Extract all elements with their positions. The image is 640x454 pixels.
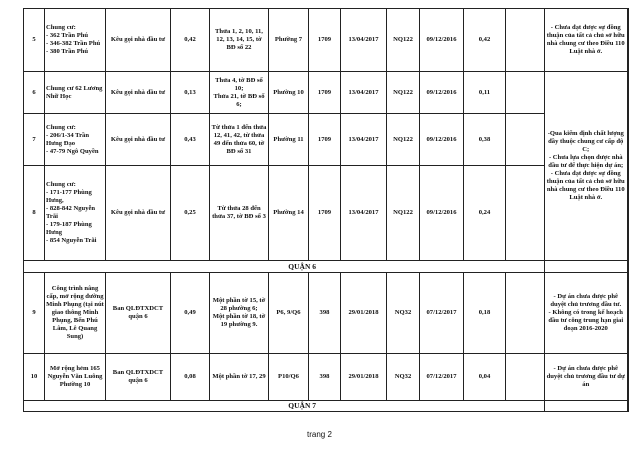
project-table: 5 Chung cư: - 362 Trần Phú - 346-382 Trầ… <box>23 8 629 412</box>
note: - Dự án chưa được phê duyệt chủ trương đ… <box>544 272 629 354</box>
resolution-date: 13/04/2017 <box>340 8 387 72</box>
project-name: Công trình nâng cấp, mở rộng đường Minh … <box>44 272 106 354</box>
note: - Dự án chưa được phê duyệt chủ trương đ… <box>544 353 629 401</box>
ward: Phường 10 <box>268 71 309 114</box>
parcel: Thửa 1, 2, 10, 11, 12, 13, 14, 15, tờ BĐ… <box>209 8 269 72</box>
nq: NQ122 <box>386 71 420 114</box>
parcel: Một phần tờ 15, tờ 28 phường 6; Một phần… <box>209 272 269 354</box>
nq: NQ32 <box>386 272 420 354</box>
stt: 10 <box>23 353 45 401</box>
area: 0,08 <box>170 353 210 401</box>
project-name: Chung cư: - 171-177 Phùng Hưng, - 828-84… <box>44 165 106 261</box>
extra <box>505 8 545 72</box>
extra <box>505 353 545 401</box>
area: 0,25 <box>170 165 210 261</box>
page-number: trang 2 <box>307 430 332 439</box>
project-name: Mở rộng hẻm 165 Nguyễn Văn Luông Phường … <box>44 353 106 401</box>
table-row: 10 Mở rộng hẻm 165 Nguyễn Văn Luông Phườ… <box>23 353 629 401</box>
resolution-number: 398 <box>308 353 341 401</box>
area: 0,13 <box>170 71 210 114</box>
resolution-number: 1709 <box>308 113 341 166</box>
resolution-number: 1709 <box>308 165 341 261</box>
ward: P10/Q6 <box>268 353 309 401</box>
section-row: QUẬN 6 <box>23 260 629 273</box>
stt: 8 <box>23 165 45 261</box>
owner: Kêu gọi nhà đầu tư <box>105 71 171 114</box>
ward: P6, 9/Q6 <box>268 272 309 354</box>
parcel: Từ thửa 1 đến thửa 12, 41, 42, từ thửa 4… <box>209 113 269 166</box>
table-row: 7 Chung cư: - 206/1-34 Trần Hưng Đạo - 4… <box>23 113 628 166</box>
resolution-number: 1709 <box>308 71 341 114</box>
table-row: 8 Chung cư: - 171-177 Phùng Hưng, - 828-… <box>23 165 628 261</box>
nq-date: 09/12/2016 <box>419 165 464 261</box>
resolution-date: 29/01/2018 <box>340 353 387 401</box>
owner: Ban QLĐTXDCT quận 6 <box>105 272 171 354</box>
owner: Kêu gọi nhà đầu tư <box>105 8 171 72</box>
nq: NQ122 <box>386 165 420 261</box>
note: - Chưa đạt được sự đồng thuận của tất cả… <box>544 8 629 72</box>
parcel: Một phần tờ 17, 29 <box>209 353 269 401</box>
table-row: 5 Chung cư: - 362 Trần Phú - 346-382 Trầ… <box>23 8 629 72</box>
parcel: Thửa 4, tờ BĐ số 10; Thửa 21, tờ BĐ số 6… <box>209 71 269 114</box>
nq: NQ32 <box>386 353 420 401</box>
extra <box>505 165 545 261</box>
nq-date: 07/12/2017 <box>419 272 464 354</box>
nq: NQ122 <box>386 113 420 166</box>
table-row: 9 Công trình nâng cấp, mở rộng đường Min… <box>23 272 629 354</box>
ward: Phường 7 <box>268 8 309 72</box>
section-label: QUẬN 7 <box>288 401 316 410</box>
owner: Kêu gọi nhà đầu tư <box>105 165 171 261</box>
resolution-date: 29/01/2018 <box>340 272 387 354</box>
area-2: 0,38 <box>463 113 506 166</box>
resolution-date: 13/04/2017 <box>340 71 387 114</box>
area: 0,43 <box>170 113 210 166</box>
resolution-number: 1709 <box>308 8 341 72</box>
note: -Qua kiểm định chất lượng đầy thuộc chun… <box>544 71 629 261</box>
area-2: 0,11 <box>463 71 506 114</box>
stt: 7 <box>23 113 45 166</box>
area-2: 0,24 <box>463 165 506 261</box>
section-row: QUẬN 7 <box>23 400 629 412</box>
nq-date: 09/12/2016 <box>419 8 464 72</box>
resolution-date: 13/04/2017 <box>340 113 387 166</box>
resolution-number: 398 <box>308 272 341 354</box>
section-heading: QUẬN 7 <box>23 400 545 412</box>
section-heading: QUẬN 6 <box>23 260 545 273</box>
owner: Ban QLĐTXDCT quận 6 <box>105 353 171 401</box>
parcel: Từ thửa 28 đến thửa 37, tờ BĐ số 3 <box>209 165 269 261</box>
ward: Phường 11 <box>268 113 309 166</box>
note <box>544 400 629 412</box>
extra <box>505 71 545 114</box>
note <box>544 260 629 273</box>
project-name: Chung cư 62 Lương Nhữ Học <box>44 71 106 114</box>
resolution-date: 13/04/2017 <box>340 165 387 261</box>
project-name: Chung cư: - 206/1-34 Trần Hưng Đạo - 47-… <box>44 113 106 166</box>
nq: NQ122 <box>386 8 420 72</box>
area-2: 0,42 <box>463 8 506 72</box>
area-2: 0,18 <box>463 272 506 354</box>
section-label: QUẬN 6 <box>288 261 316 271</box>
stt: 5 <box>23 8 45 72</box>
stt: 9 <box>23 272 45 354</box>
nq-date: 07/12/2017 <box>419 353 464 401</box>
extra <box>505 272 545 354</box>
nq-date: 09/12/2016 <box>419 71 464 114</box>
owner: Kêu gọi nhà đầu tư <box>105 113 171 166</box>
area: 0,42 <box>170 8 210 72</box>
ward: Phường 14 <box>268 165 309 261</box>
nq-date: 09/12/2016 <box>419 113 464 166</box>
area: 0,49 <box>170 272 210 354</box>
table-row: 6 Chung cư 62 Lương Nhữ Học Kêu gọi nhà … <box>23 71 629 261</box>
stt: 6 <box>23 71 45 114</box>
area-2: 0,04 <box>463 353 506 401</box>
project-name: Chung cư: - 362 Trần Phú - 346-382 Trần … <box>44 8 106 72</box>
extra <box>505 113 545 166</box>
